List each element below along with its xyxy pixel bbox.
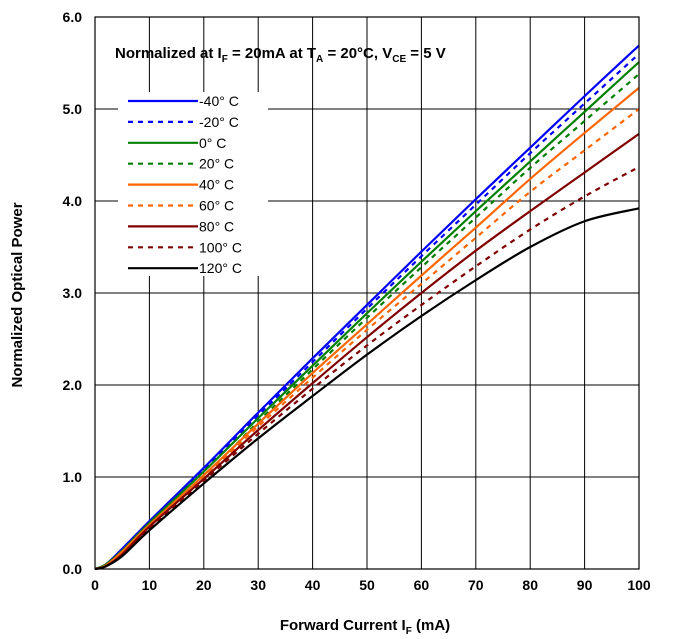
y-axis-title: Normalized Optical Power [9, 202, 26, 387]
x-tick-label: 30 [250, 577, 266, 593]
legend-label-2: 0° C [199, 135, 226, 151]
x-tick-label: 40 [305, 577, 321, 593]
y-tick-label: 0.0 [63, 561, 83, 577]
x-tick-labels: 0 10 20 30 40 50 60 70 80 90 100 [91, 577, 651, 593]
y-tick-label: 2.0 [63, 377, 83, 393]
x-tick-label: 20 [196, 577, 212, 593]
annotation: Normalized at IF = 20mA at TA = 20°C, VC… [115, 45, 446, 65]
x-tick-label: 60 [414, 577, 430, 593]
series-layer [94, 44, 640, 571]
x-tick-label: 70 [468, 577, 484, 593]
legend-label-8: 120° C [199, 260, 242, 276]
legend-label-1: -20° C [199, 114, 239, 130]
legend-label-3: 20° C [199, 156, 234, 172]
legend-label-5: 60° C [199, 198, 234, 214]
legend-label-4: 40° C [199, 177, 234, 193]
y-tick-labels: 0.0 1.0 2.0 3.0 4.0 5.0 6.0 [63, 9, 83, 577]
x-tick-label: 0 [91, 577, 99, 593]
series-line-8 [94, 207, 640, 571]
series-line-1 [94, 52, 640, 571]
series-line-0 [94, 44, 640, 571]
legend: -40° C -20° C 0° C 20° C 40° C 60° C 80° C 100°… [118, 92, 268, 276]
x-tick-label: 80 [522, 577, 538, 593]
x-tick-label: 90 [577, 577, 593, 593]
x-tick-label: 50 [359, 577, 375, 593]
legend-label-7: 100° C [199, 239, 242, 255]
legend-label-6: 80° C [199, 218, 234, 234]
y-tick-label: 1.0 [63, 469, 83, 485]
x-axis-title: Forward Current IF (mA) [280, 617, 450, 637]
y-tick-label: 5.0 [63, 101, 83, 117]
plot-frame [94, 16, 640, 570]
y-tick-label: 6.0 [63, 9, 83, 25]
y-tick-label: 4.0 [63, 193, 83, 209]
series-line-3 [94, 73, 640, 571]
series-line-5 [94, 108, 640, 571]
legend-label-0: -40° C [199, 93, 239, 109]
y-tick-label: 3.0 [63, 285, 83, 301]
x-tick-label: 10 [142, 577, 158, 593]
x-tick-label: 100 [627, 577, 651, 593]
